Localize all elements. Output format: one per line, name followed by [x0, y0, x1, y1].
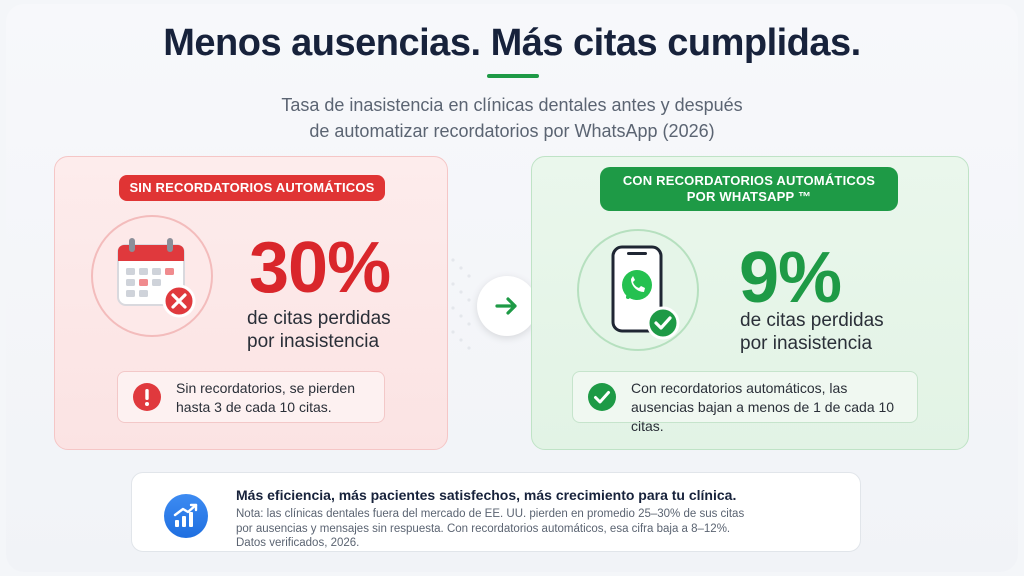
footer-note: Nota: las clínicas dentales fuera del me…: [236, 507, 836, 551]
before-note-line-1: Sin recordatorios, se pierden: [176, 380, 355, 396]
after-rate: 9%: [739, 238, 842, 318]
before-note-text: Sin recordatorios, se pierden hasta 3 de…: [176, 379, 355, 417]
footer-note-line-3: Datos verificados, 2026.: [236, 537, 360, 549]
calendar-x-icon: [91, 215, 213, 337]
after-badge-line-1: CON RECORDATORIOS AUTOMÁTICOS: [622, 173, 876, 188]
alert-icon: [133, 383, 161, 411]
before-note-line-2: hasta 3 de cada 10 citas.: [176, 399, 332, 415]
after-panel: CON RECORDATORIOS AUTOMÁTICOS POR WHATSA…: [531, 156, 969, 450]
before-rate: 30%: [249, 228, 391, 308]
after-badge-line-2: POR WHATSAPP ™: [686, 189, 812, 204]
growth-chart-icon: [164, 494, 208, 538]
before-rate-label: de citas perdidas por inasistencia: [247, 307, 391, 353]
before-note: Sin recordatorios, se pierden hasta 3 de…: [117, 371, 385, 423]
after-note-text: Con recordatorios automáticos, las ausen…: [631, 379, 917, 436]
after-label-line-2: por inasistencia: [740, 333, 873, 354]
before-panel: SIN RECORDATORIOS AUTOMÁTICOS 30%: [54, 156, 448, 450]
whatsapp-phone-icon: [577, 229, 699, 351]
arrow-right-icon: [477, 276, 537, 336]
subtitle-line-2: de automatizar recordatorios por WhatsAp…: [309, 121, 715, 141]
after-label-line-1: de citas perdidas: [740, 310, 884, 331]
after-badge: CON RECORDATORIOS AUTOMÁTICOS POR WHATSA…: [600, 167, 898, 211]
transition-dots: [451, 258, 471, 350]
after-note-line-1: Con recordatorios automáticos, las: [631, 380, 848, 396]
after-note: Con recordatorios automáticos, las ausen…: [572, 371, 918, 434]
subtitle-line-1: Tasa de inasistencia en clínicas dentale…: [281, 95, 743, 115]
after-rate-label: de citas perdidas por inasistencia: [740, 309, 884, 355]
before-label-line-2: por inasistencia: [247, 331, 380, 352]
page-title: Menos ausencias. Más citas cumplidas.: [163, 22, 861, 64]
footer-note-line-2: por ausencias y mensajes sin respuesta. …: [236, 522, 731, 535]
before-badge: SIN RECORDATORIOS AUTOMÁTICOS: [119, 175, 385, 201]
after-note-line-2: ausencias bajan a menos de 1 de cada 10 …: [631, 399, 895, 434]
check-circle-icon: [588, 383, 616, 411]
page-subtitle: Tasa de inasistencia en clínicas dentale…: [0, 92, 1024, 144]
before-label-line-1: de citas perdidas: [247, 308, 391, 329]
footer-title: Más eficiencia, más pacientes satisfecho…: [236, 487, 737, 503]
footer-note-line-1: Nota: las clínicas dentales fuera del me…: [236, 508, 745, 520]
footer-card: Más eficiencia, más pacientes satisfecho…: [131, 472, 861, 552]
title-underline: [487, 74, 539, 78]
